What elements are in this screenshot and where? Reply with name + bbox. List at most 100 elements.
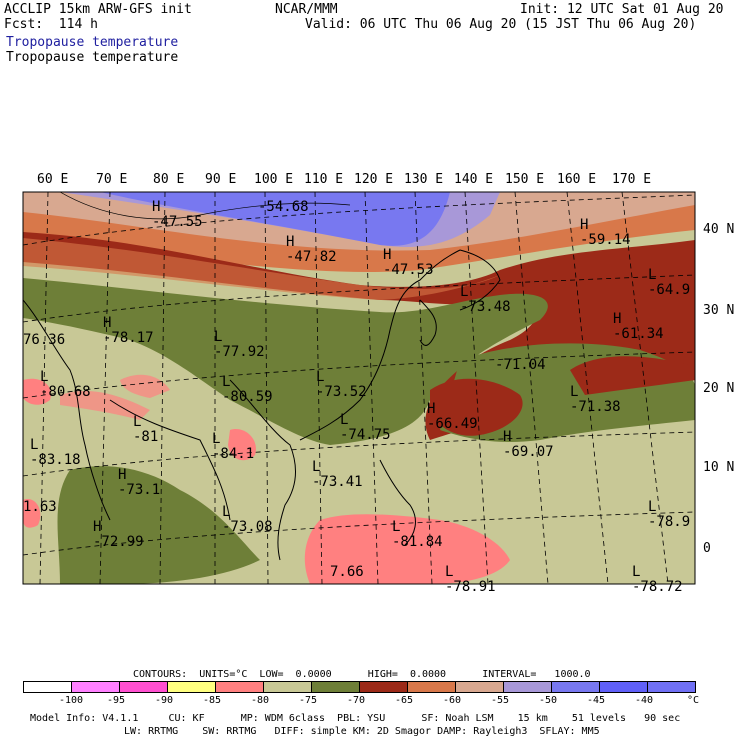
extremum-label: 1.63	[23, 500, 57, 515]
extremum-label: L -74.75	[340, 413, 391, 443]
colorbar-label: -90	[155, 695, 174, 706]
extremum-value: -72.99	[93, 534, 144, 550]
colorbar-label: -50	[539, 695, 558, 706]
extremum-label: H -47.82	[286, 235, 337, 265]
colorbar-label: -55	[491, 695, 510, 706]
extremum-value: -73.08	[222, 519, 273, 535]
extremum-label: -54.68	[258, 200, 309, 215]
lon-label: 120 E	[354, 172, 394, 187]
extremum-label: H -73.1	[118, 468, 160, 498]
extremum-label: L -77.92	[214, 330, 265, 360]
init-time: Init: 12 UTC Sat 01 Aug 20	[520, 2, 724, 17]
extremum-label: -71.04	[495, 358, 546, 373]
temperature-field	[23, 192, 695, 584]
extremum-label: L -78.91	[445, 565, 496, 595]
extremum-value: 76.36	[23, 332, 66, 348]
extremum-symbol: L	[648, 499, 657, 515]
model-info: Model Info: V4.1.1 CU: KF MP: WDM 6class…	[30, 713, 681, 724]
extremum-symbol: H	[152, 199, 161, 215]
org-label: NCAR/MMM	[275, 2, 338, 17]
colorbar-swatch	[71, 681, 120, 693]
extremum-symbol: L	[648, 267, 657, 283]
extremum-value: -73.1	[118, 482, 161, 498]
extremum-value: 1.63	[23, 499, 57, 515]
extremum-symbol: L	[222, 504, 231, 520]
extremum-label: L -73.08	[222, 505, 273, 535]
colorbar-label: -60	[443, 695, 462, 706]
extremum-symbol: L	[316, 369, 325, 385]
extremum-value: -84.1	[212, 446, 255, 462]
extremum-value: -80.59	[222, 389, 273, 405]
colorbar-label: -80	[251, 695, 270, 706]
extremum-value: -61.34	[613, 326, 664, 342]
extremum-label: L -84.1	[212, 432, 254, 462]
colorbar-swatch	[23, 681, 72, 693]
extremum-label: L -78.72	[632, 565, 683, 595]
extremum-label: L -73.52	[316, 370, 367, 400]
extremum-label: H -47.53	[383, 248, 434, 278]
lon-label: 80 E	[153, 172, 185, 187]
lat-label: 10 N	[703, 460, 735, 475]
colorbar-swatch	[407, 681, 456, 693]
extremum-symbol: L	[392, 519, 401, 535]
colorbar-label: -85	[203, 695, 222, 706]
lon-label: 160 E	[557, 172, 597, 187]
map-frame	[22, 191, 696, 585]
extremum-label: H -61.34	[613, 312, 664, 342]
extremum-label: L -81	[133, 415, 158, 445]
extremum-value: -69.07	[503, 444, 554, 460]
extremum-symbol: L	[40, 369, 49, 385]
extremum-value: -78.72	[632, 579, 683, 595]
extremum-label: H -78.17	[103, 316, 154, 346]
extremum-label: L -81.84	[392, 520, 443, 550]
extremum-value: -74.75	[340, 427, 391, 443]
extremum-symbol: L	[445, 564, 454, 580]
extremum-value: -71.04	[495, 357, 546, 373]
colorbar-swatch	[599, 681, 648, 693]
extremum-value: -73.41	[312, 474, 363, 490]
extremum-symbol: H	[503, 429, 512, 445]
colorbar-label: -95	[107, 695, 126, 706]
extremum-symbol: L	[30, 437, 39, 453]
extremum-value: -73.52	[316, 384, 367, 400]
extremum-symbol: H	[613, 311, 622, 327]
extremum-value: -73.48	[460, 299, 511, 315]
lon-label: 110 E	[304, 172, 344, 187]
extremum-label: L -80.59	[222, 375, 273, 405]
extremum-value: -47.55	[152, 214, 203, 230]
lat-label: 20 N	[703, 381, 735, 396]
extremum-label: L -73.48	[460, 285, 511, 315]
colorbar-swatch	[455, 681, 504, 693]
colorbar-swatch	[359, 681, 408, 693]
extremum-symbol: H	[93, 519, 102, 535]
field-title-black: Tropopause temperature	[6, 50, 179, 65]
lon-label: 170 E	[612, 172, 652, 187]
extremum-label: H -66.49	[427, 402, 478, 432]
extremum-value: -64.9	[648, 282, 691, 298]
extremum-label: 76.36	[23, 333, 65, 348]
extremum-symbol: H	[286, 234, 295, 250]
model-title: ACCLIP 15km ARW-GFS init	[4, 2, 192, 17]
colorbar-label: -40	[635, 695, 654, 706]
lon-label: 100 E	[254, 172, 294, 187]
extremum-symbol: L	[570, 384, 579, 400]
extremum-symbol: L	[340, 412, 349, 428]
extremum-value: -71.38	[570, 399, 621, 415]
lat-label: 30 N	[703, 303, 735, 318]
extremum-symbol: L	[214, 329, 223, 345]
extremum-label: L -64.9	[648, 268, 690, 298]
forecast-hour: Fcst: 114 h	[4, 17, 98, 32]
extremum-value: -47.53	[383, 262, 434, 278]
field-title-blue: Tropopause temperature	[6, 35, 179, 50]
extremum-symbol: H	[383, 247, 392, 263]
extremum-value: -78.9	[648, 514, 691, 530]
extremum-label: H -69.07	[503, 430, 554, 460]
extremum-symbol: L	[632, 564, 641, 580]
extremum-symbol: H	[427, 401, 436, 417]
lat-label: 0	[703, 541, 711, 556]
extremum-label: H -59.14	[580, 218, 631, 248]
colorbar-swatch	[263, 681, 312, 693]
colorbar-swatch	[551, 681, 600, 693]
colorbar-swatch	[311, 681, 360, 693]
extremum-value: -83.18	[30, 452, 81, 468]
